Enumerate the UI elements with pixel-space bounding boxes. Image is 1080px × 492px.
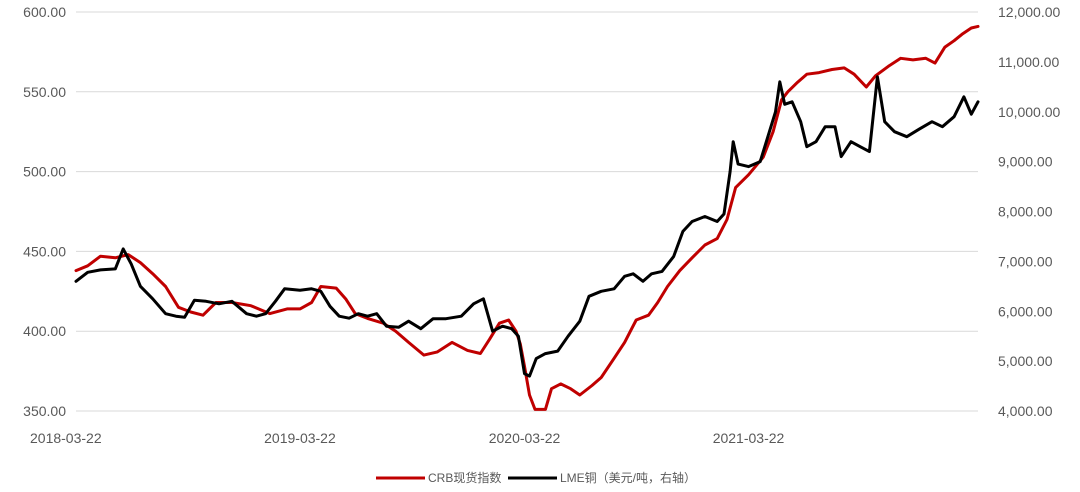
left-axis-tick-label: 350.00 (23, 403, 66, 419)
right-axis-tick-label: 9,000.00 (998, 154, 1053, 170)
x-axis-tick-label: 2021-03-22 (713, 430, 785, 446)
left-axis-tick-label: 600.00 (23, 4, 66, 20)
legend-label-crb: CRB现货指数 (428, 470, 501, 485)
gridlines (76, 11, 978, 412)
right-axis-tick-label: 8,000.00 (998, 204, 1053, 220)
right-axis-tick-label: 5,000.00 (998, 353, 1053, 369)
x-axis-tick-label: 2020-03-22 (489, 430, 561, 446)
right-axis-tick-label: 6,000.00 (998, 303, 1053, 319)
right-axis-tick-label: 10,000.00 (998, 104, 1060, 120)
legend-label-lme: LME铜（美元/吨，右轴） (560, 470, 696, 485)
right-axis-ticks: 4,000.00 5,000.00 6,000.00 7,000.00 8,000.00… (998, 4, 1060, 419)
left-axis-tick-label: 500.00 (23, 164, 66, 180)
legend: CRB现货指数 LME铜（美元/吨，右轴） (376, 470, 696, 485)
x-axis-tick-label: 2018-03-22 (30, 430, 102, 446)
series-line-lme (74, 75, 980, 378)
x-axis-tick-label: 2019-03-22 (264, 430, 336, 446)
left-axis-tick-label: 550.00 (23, 84, 66, 100)
right-axis-tick-label: 7,000.00 (998, 253, 1053, 269)
right-axis-tick-label: 12,000.00 (998, 4, 1060, 20)
right-axis-tick-label: 4,000.00 (998, 403, 1053, 419)
left-axis-ticks: 350.00 400.00 450.00 500.00 550.00 600.00 (23, 4, 66, 419)
left-axis-tick-label: 450.00 (23, 243, 66, 259)
series-lines (74, 24, 980, 411)
right-axis-tick-label: 11,000.00 (998, 54, 1059, 70)
series-line-crb (74, 24, 980, 411)
left-axis-tick-label: 400.00 (23, 323, 66, 339)
x-axis-ticks: 2018-03-22 2019-03-22 2020-03-22 2021-03-22 (30, 430, 785, 446)
